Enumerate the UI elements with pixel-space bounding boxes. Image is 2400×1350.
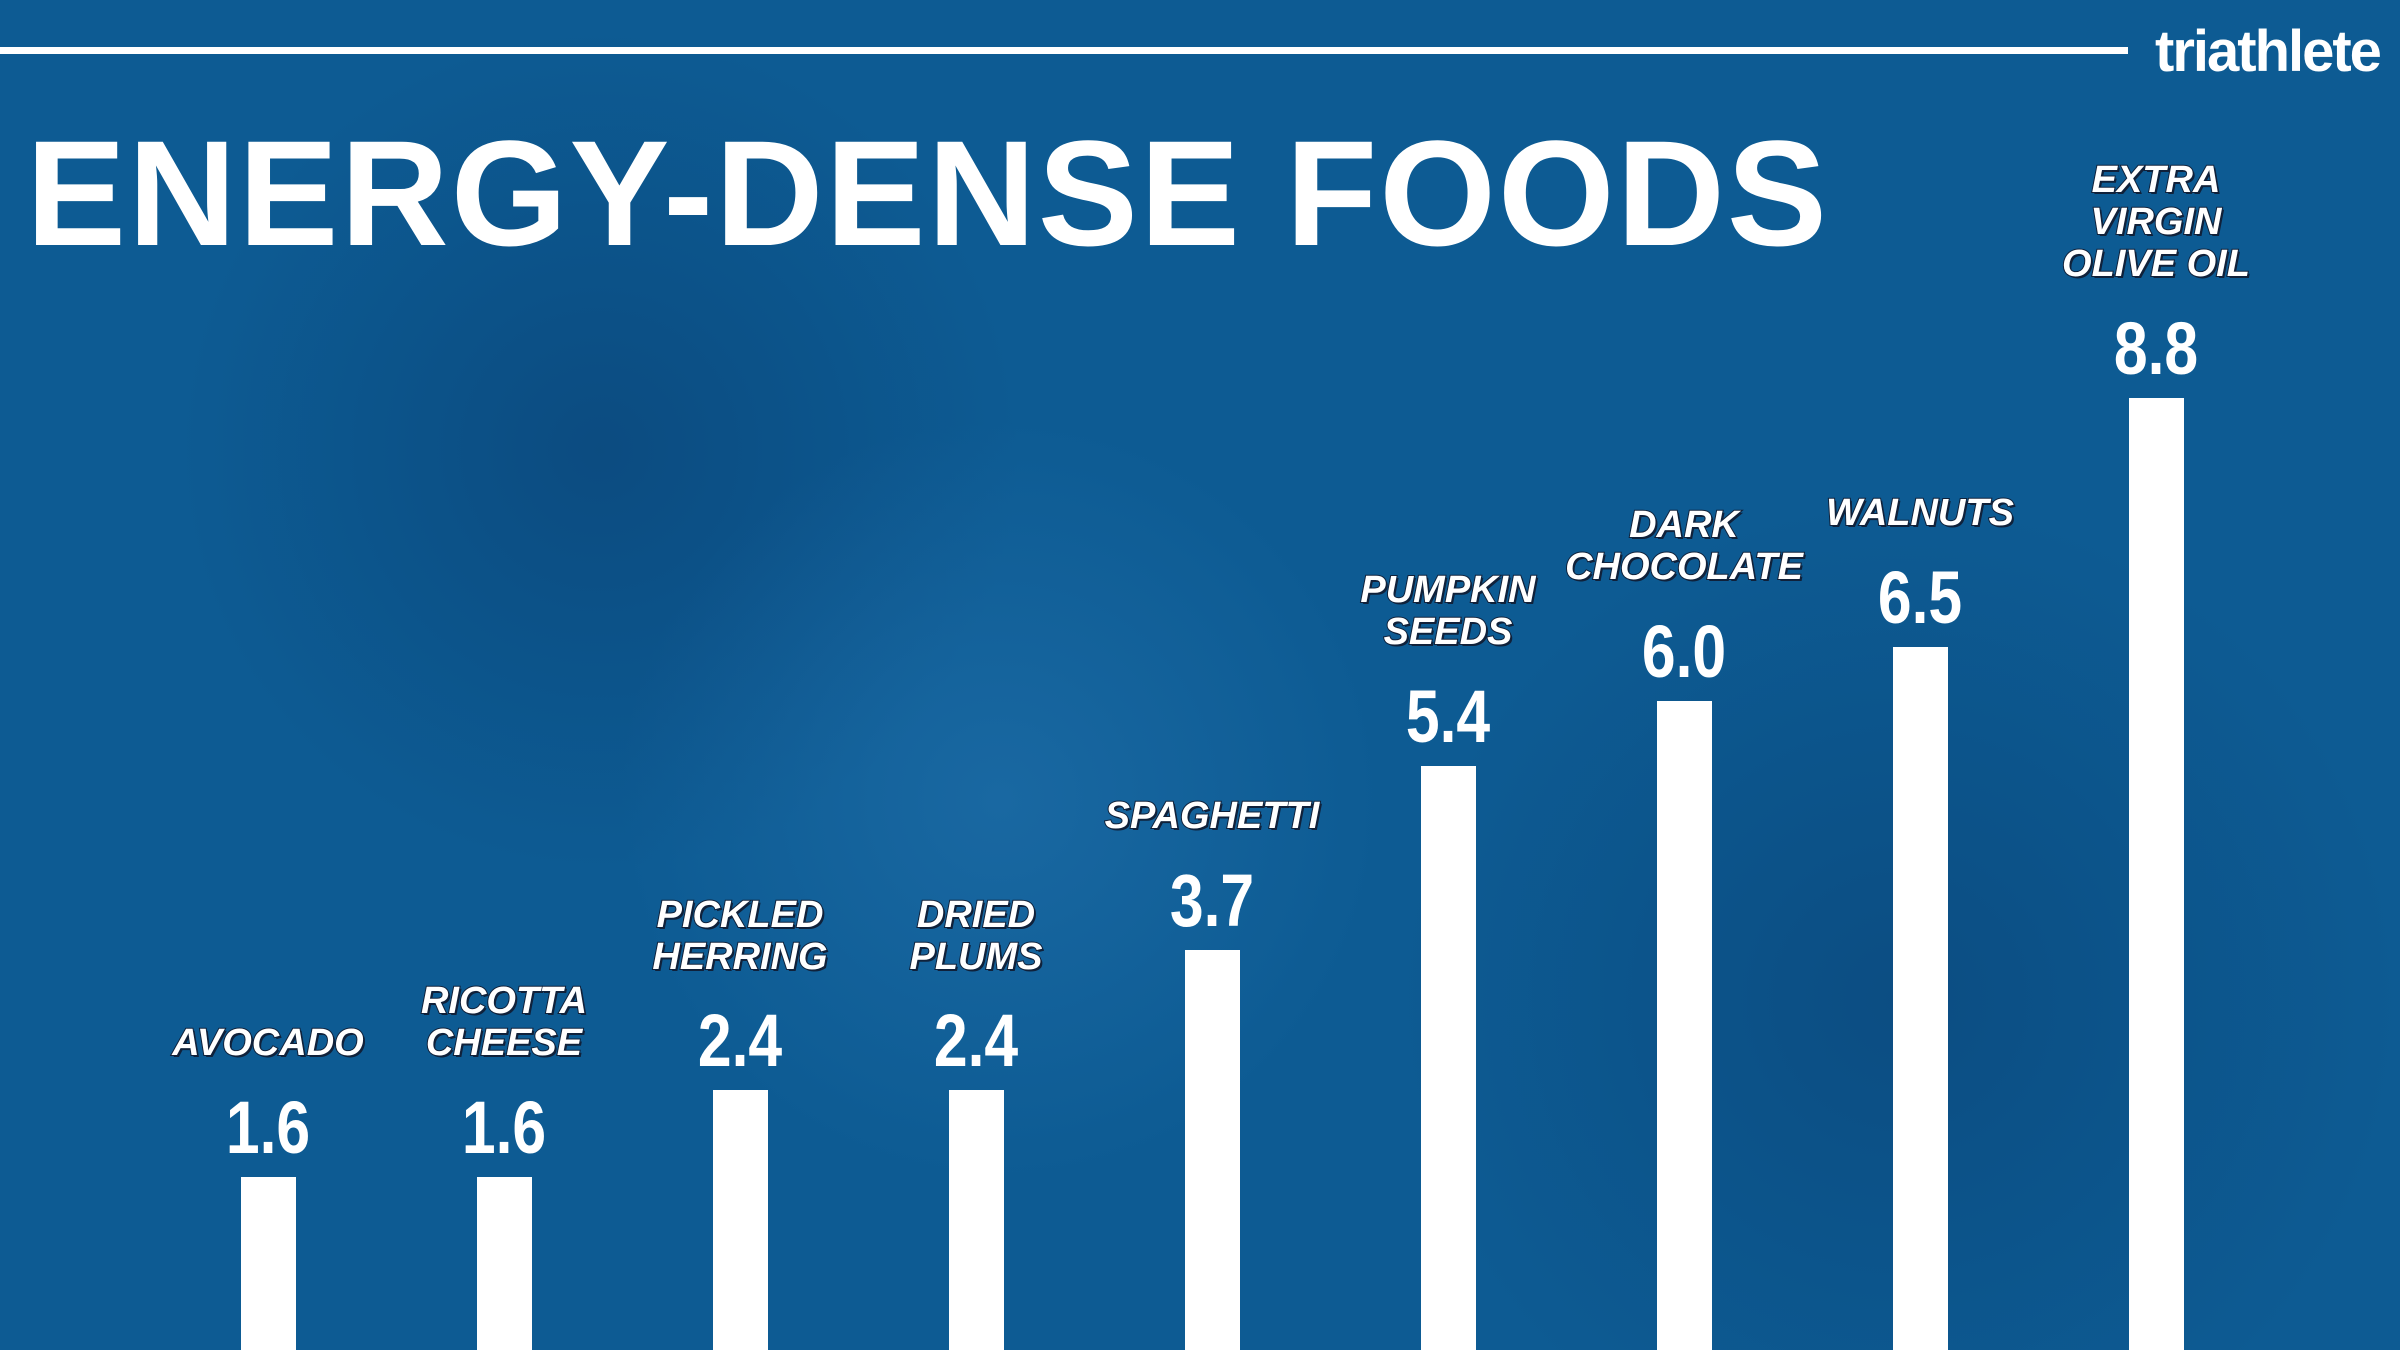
category-label: SPAGHETTI — [1104, 794, 1321, 838]
brand-logo: triathlete — [2155, 19, 2382, 84]
category-label: RICOTTA CHEESE — [420, 980, 588, 1065]
bar — [2128, 397, 2184, 1350]
value-label: 1.6 — [461, 1085, 547, 1169]
header-rule — [0, 47, 2128, 54]
bar — [1656, 700, 1712, 1350]
category-label: WALNUTS — [1825, 491, 2015, 535]
value-label: 2.4 — [933, 999, 1019, 1083]
bar — [712, 1090, 768, 1350]
category-label: DARK CHOCOLATE — [1564, 503, 1804, 589]
value-label: 5.4 — [1405, 674, 1491, 758]
bar — [948, 1090, 1004, 1350]
chart-title: ENERGY-DENSE FOODS — [26, 109, 1829, 277]
value-label: 8.8 — [2113, 306, 2199, 390]
bar — [240, 1176, 296, 1350]
value-label: 6.5 — [1877, 555, 1963, 639]
value-label: 6.0 — [1641, 609, 1727, 693]
category-label: EXTRA VIRGIN OLIVE OIL — [2061, 158, 2251, 286]
category-label: AVOCADO — [171, 1021, 364, 1065]
bar — [476, 1176, 532, 1350]
value-label: 1.6 — [225, 1085, 311, 1169]
category-label: DRIED PLUMS — [909, 893, 1044, 978]
bar — [1420, 765, 1476, 1350]
category-label: PICKLED HERRING — [651, 893, 828, 978]
value-label: 2.4 — [697, 999, 783, 1083]
bar — [1892, 646, 1948, 1350]
value-label: 3.7 — [1169, 858, 1255, 942]
category-label: PUMPKIN SEEDS — [1359, 568, 1536, 653]
bar — [1184, 949, 1240, 1350]
